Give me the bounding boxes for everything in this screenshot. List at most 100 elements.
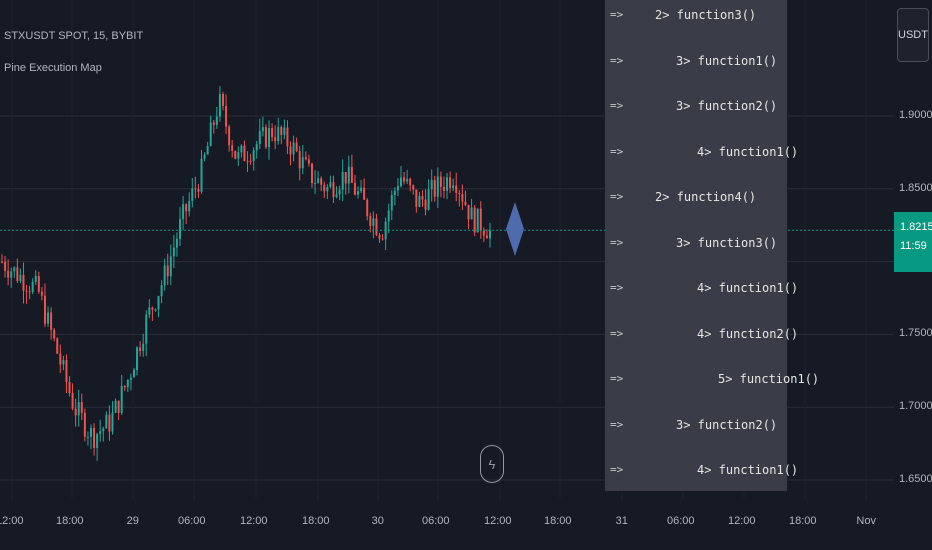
candle-body <box>1 261 3 263</box>
candle-body <box>378 235 381 239</box>
candle-body <box>473 207 476 233</box>
arrow-icon: => <box>610 326 624 340</box>
candle-body <box>271 127 274 138</box>
candle-body <box>102 428 105 432</box>
indicator-legend[interactable]: Pine Execution Map <box>4 62 102 74</box>
candle-body <box>163 265 166 286</box>
time-tick-label: 29 <box>126 515 139 527</box>
candle-body <box>120 385 123 413</box>
candle-body <box>344 171 347 184</box>
candle-body <box>56 338 59 354</box>
candle-body <box>295 142 298 152</box>
candle-body <box>197 188 200 192</box>
candle-body <box>335 194 338 197</box>
candle-body <box>139 347 142 351</box>
lightning-bolt-icon[interactable]: ϟ <box>480 445 504 483</box>
candle-body <box>261 127 264 132</box>
currency-button[interactable]: USDT <box>897 8 929 62</box>
candle-body <box>123 385 126 388</box>
candle-body <box>160 285 163 297</box>
candle-body <box>442 186 445 191</box>
candle-body <box>375 218 378 236</box>
candle-body <box>363 187 366 200</box>
time-tick-label: 12:00 <box>0 515 24 527</box>
candle-body <box>132 370 135 378</box>
candle-body <box>264 127 267 148</box>
current-price-label: 1.82153 <box>900 221 932 233</box>
candle-body <box>80 402 83 413</box>
candle-body <box>406 178 409 182</box>
candle-body <box>452 185 455 188</box>
candle-body <box>93 427 96 448</box>
price-tick-label: 1.65000 <box>899 473 932 485</box>
candle-body <box>16 267 19 281</box>
candle-body <box>455 185 458 194</box>
candle-body <box>347 166 350 184</box>
arrow-icon: => <box>610 463 624 476</box>
time-tick-label: Nov <box>856 515 876 527</box>
candle-body <box>237 152 240 159</box>
candle-body <box>476 208 479 233</box>
symbol-legend[interactable]: STXUSDT SPOT, 15, BYBIT <box>4 30 144 42</box>
candle-body <box>243 145 246 161</box>
candle-body <box>234 150 237 159</box>
candle-body <box>479 208 482 231</box>
candle-body <box>387 210 390 222</box>
arrow-icon: => <box>610 190 624 203</box>
candle-body <box>83 412 86 437</box>
candle-body <box>148 307 151 315</box>
candle-body <box>430 179 433 190</box>
candle-body <box>369 216 372 226</box>
candle-body <box>255 143 258 151</box>
candle-body <box>298 151 301 169</box>
candle-body <box>461 194 464 202</box>
time-tick-label: 12:00 <box>484 515 512 527</box>
execution-label: 4> function2() <box>697 326 799 341</box>
candle-body <box>40 291 43 296</box>
candle-body <box>25 290 28 292</box>
candle-body <box>341 171 344 190</box>
candle-body <box>357 191 360 195</box>
candle-body <box>390 195 393 211</box>
candle-body <box>86 436 89 438</box>
candle-body <box>212 122 215 125</box>
candle-body <box>399 177 402 187</box>
candle-body <box>129 377 132 381</box>
candle-body <box>182 204 185 220</box>
arrow-icon: => <box>610 281 624 294</box>
candle-body <box>424 199 427 210</box>
candle-body <box>415 189 418 207</box>
execution-label: 3> function1() <box>676 53 778 68</box>
candle-body <box>53 329 56 339</box>
candle-body <box>283 127 286 135</box>
execution-row: => 2> function3() <box>605 6 787 26</box>
candle-body <box>194 188 197 190</box>
candle-body <box>231 145 234 151</box>
candle-body <box>206 146 209 155</box>
execution-row: => 2> function4() <box>605 188 787 208</box>
candle-body <box>228 126 231 146</box>
execution-label: 5> function1() <box>718 372 820 386</box>
candle-body <box>10 271 13 278</box>
execution-label: 3> function3() <box>676 235 778 250</box>
candle-body <box>68 382 71 394</box>
candle-body <box>381 238 384 240</box>
execution-row: => 4> function1() <box>605 461 798 481</box>
candle-body <box>175 238 178 248</box>
candle-body <box>326 186 329 192</box>
candle-body <box>304 157 307 160</box>
candle-body <box>126 380 129 388</box>
execution-row: => 4> function1() <box>605 143 798 163</box>
candle-body <box>37 276 40 292</box>
candle-body <box>34 276 37 282</box>
candle-body <box>99 431 102 435</box>
time-tick-label: 18:00 <box>302 515 330 527</box>
candle-body <box>286 127 289 147</box>
execution-label: 2> function3() <box>655 8 757 22</box>
candle-body <box>71 393 74 409</box>
candle-body <box>467 204 470 220</box>
candle-body <box>360 187 363 192</box>
candle-body <box>280 127 283 135</box>
execution-label: 4> function1() <box>697 281 799 295</box>
